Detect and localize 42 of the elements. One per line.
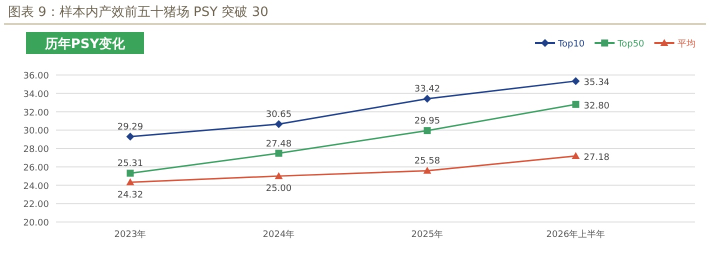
point <box>126 170 134 177</box>
data-label: 30.65 <box>266 110 292 120</box>
y-tick-label: 24.00 <box>23 182 50 192</box>
y-tick-label: 26.00 <box>23 163 50 174</box>
point <box>274 120 283 128</box>
point <box>572 152 580 160</box>
data-label: 29.95 <box>414 116 440 127</box>
data-label: 24.32 <box>117 190 144 200</box>
data-label: 27.18 <box>584 153 610 164</box>
point <box>126 132 134 141</box>
y-tick-label: 34.00 <box>23 90 50 100</box>
point <box>423 94 432 103</box>
data-label: 27.48 <box>266 139 292 150</box>
legend-label: Top10 <box>557 40 585 50</box>
data-label: 25.58 <box>414 156 440 167</box>
x-tick-label: 2025年 <box>411 229 444 240</box>
data-label: 29.29 <box>117 122 144 133</box>
legend-label: Top50 <box>616 40 645 50</box>
data-label: 25.00 <box>266 184 292 194</box>
point <box>275 150 282 157</box>
x-tick-label: 2026年上半年 <box>546 229 606 240</box>
x-tick-label: 2024年 <box>262 229 295 240</box>
point <box>126 178 134 186</box>
data-label: 35.34 <box>584 78 610 88</box>
point <box>274 172 283 180</box>
data-label: 32.80 <box>584 101 610 112</box>
y-tick-label: 28.00 <box>23 145 50 155</box>
y-tick-label: 30.00 <box>23 126 50 137</box>
y-tick-label: 20.00 <box>23 218 50 228</box>
chart-title: 图表 9：样本内产效前五十猪场 PSY 突破 30 <box>8 5 268 20</box>
point <box>424 127 431 134</box>
y-tick-label: 32.00 <box>23 108 50 118</box>
y-tick-label: 36.00 <box>23 72 50 82</box>
point <box>572 77 580 86</box>
data-label: 25.31 <box>117 159 144 170</box>
y-tick-label: 22.00 <box>23 200 50 210</box>
point <box>572 100 580 108</box>
data-label: 33.42 <box>414 84 440 95</box>
legend-label: 平均 <box>677 38 696 50</box>
x-tick-label: 2023年 <box>114 229 146 240</box>
chart-subtitle: 历年PSY变化 <box>44 36 126 52</box>
point <box>423 166 432 174</box>
